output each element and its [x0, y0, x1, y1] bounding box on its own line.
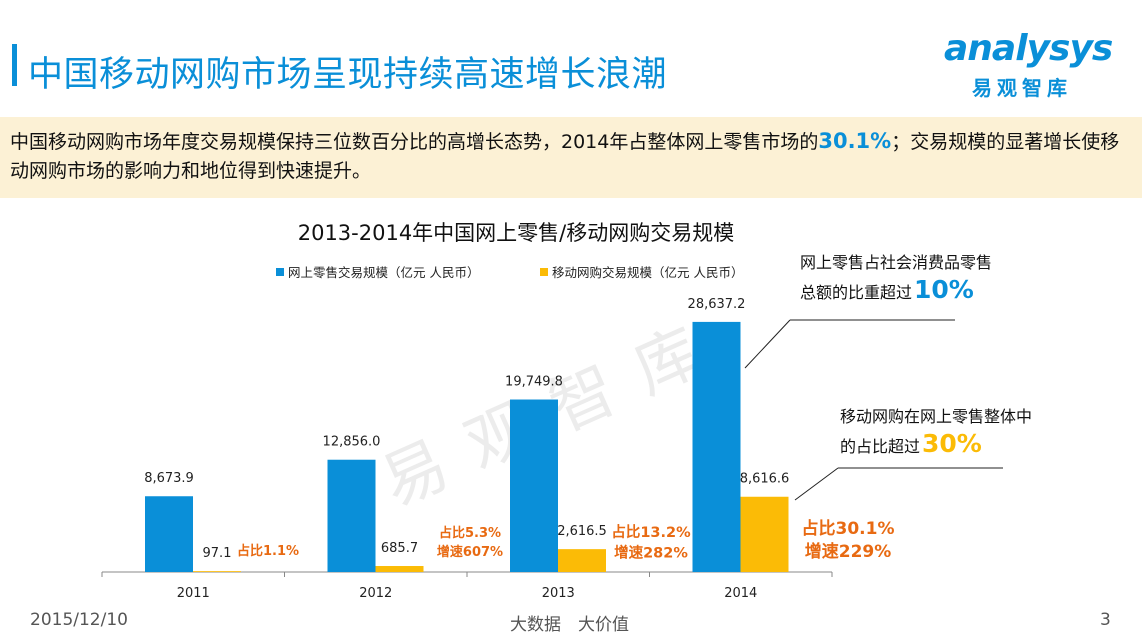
retail-value-label: 8,673.9: [144, 471, 194, 486]
summary-text-before: 中国移动网购市场年度交易规模保持三位数百分比的高增长态势，2014年占整体网上零…: [10, 131, 819, 153]
legend-label-1: 网上零售交易规模（亿元 人民币）: [288, 265, 479, 280]
summary-text: 中国移动网购市场年度交易规模保持三位数百分比的高增长态势，2014年占整体网上零…: [10, 127, 1135, 186]
legend-swatch-2: [540, 268, 548, 276]
mobile-bar: [193, 571, 241, 572]
callout-leader-line: [744, 319, 791, 369]
share-growth-annotation: 占比1.1%: [237, 543, 299, 559]
chart-title: 2013-2014年中国网上零售/移动网购交易规模: [298, 221, 735, 245]
x-tick-label: 2014: [724, 586, 757, 601]
x-tick-label: 2011: [177, 586, 210, 601]
callout-value: 10%: [914, 275, 974, 304]
mobile-bar: [740, 496, 789, 572]
summary-text-after: ；交易规模的显著增长使移动网购市场的影响力和地位得到快速提升。: [10, 131, 1120, 182]
logo-text: analysys: [944, 28, 1113, 69]
share-growth-annotation: 占比13.2%: [611, 523, 691, 541]
share-growth-annotation: 增速229%: [805, 541, 892, 562]
mobile-bar: [558, 549, 606, 572]
mobile-value-label: 2,616.5: [557, 524, 607, 539]
retail-bar: [327, 459, 376, 572]
mobile-bar: [375, 566, 424, 572]
retail-value-label: 28,637.2: [688, 297, 746, 312]
mobile-value-label: 685.7: [381, 541, 418, 556]
callout-text-line: 的占比超过: [840, 437, 920, 456]
callout-leader-line: [794, 467, 839, 501]
legend-swatch-1: [276, 268, 284, 276]
share-growth-annotation: 增速607%: [437, 544, 503, 560]
share-growth-annotation: 增速282%: [614, 544, 688, 562]
callout-text-line: 总额的比重超过: [800, 283, 912, 302]
summary-highlight: 30.1%: [818, 129, 892, 153]
page-number: 3: [1100, 610, 1111, 630]
retail-value-label: 19,749.8: [505, 375, 563, 390]
retail-value-label: 12,856.0: [323, 435, 381, 450]
logo-chinese-text: 易观智库: [972, 76, 1072, 100]
analysys-logo: analysys 易观智库: [944, 28, 1114, 100]
x-tick-label: 2013: [542, 586, 575, 601]
legend-label-2: 移动网购交易规模（亿元 人民币）: [552, 265, 743, 280]
callout-text-line: 移动网购在网上零售整体中: [840, 407, 1032, 426]
share-growth-annotation: 占比5.3%: [439, 525, 501, 541]
share-growth-annotation: 占比30.1%: [802, 518, 895, 539]
callout-text-line: 网上零售占社会消费品零售: [800, 253, 992, 272]
mobile-value-label: 97.1: [203, 546, 232, 561]
retail-bar: [145, 496, 193, 572]
title-accent-bar: [12, 44, 17, 86]
retail-bar: [510, 399, 558, 572]
retail-bar: [692, 321, 741, 572]
page-title: 中国移动网购市场呈现持续高速增长浪潮: [28, 55, 668, 95]
callout-value: 30%: [922, 429, 982, 458]
summary-banner: 中国移动网购市场年度交易规模保持三位数百分比的高增长态势，2014年占整体网上零…: [0, 117, 1142, 198]
mobile-value-label: 8,616.6: [740, 472, 790, 487]
footer-slogan: 大数据 大价值: [510, 615, 629, 635]
footer-date: 2015/12/10: [30, 610, 128, 630]
x-tick-label: 2012: [359, 586, 392, 601]
